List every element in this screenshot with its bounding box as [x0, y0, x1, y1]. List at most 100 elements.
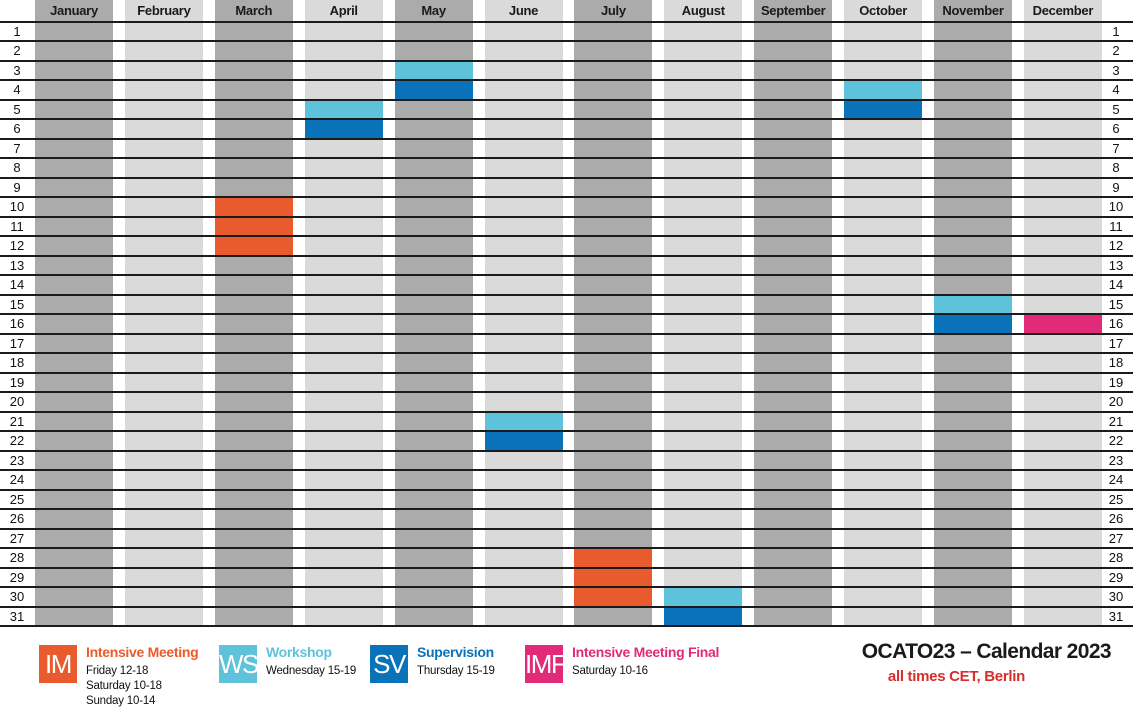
- event-supervision: [934, 314, 1012, 334]
- day-number-left: 11: [10, 218, 24, 234]
- legend-im-line: Sunday 10-14: [86, 695, 156, 707]
- month-header: June: [508, 3, 539, 18]
- day-number-left: 27: [9, 530, 25, 546]
- event-intensive-meeting: [214, 197, 293, 256]
- event-supervision: [664, 606, 743, 626]
- event-intensive-meeting-final: [1023, 314, 1102, 334]
- event-supervision: [844, 99, 923, 119]
- event-intensive-meeting: [574, 548, 653, 607]
- row-divider: [0, 274, 1133, 276]
- month-header: July: [600, 3, 626, 18]
- day-number-right: 6: [1112, 121, 1120, 136]
- day-number-right: 11: [1109, 218, 1123, 234]
- day-number-right: 5: [1112, 101, 1120, 117]
- row-divider: [0, 176, 1133, 179]
- day-number-left: 3: [13, 62, 21, 78]
- row-divider: [0, 235, 1133, 237]
- month-header: November: [942, 3, 1004, 18]
- event-workshop: [934, 294, 1012, 314]
- day-number-left: 26: [9, 511, 25, 526]
- row-divider: [0, 254, 1133, 257]
- month-header: March: [235, 3, 273, 18]
- legend-ws-line: Wednesday 15-19: [266, 665, 357, 677]
- day-number-right: 22: [1108, 433, 1124, 448]
- day-number-left: 2: [13, 43, 21, 58]
- legend-im-badge: IM: [39, 645, 77, 683]
- row-divider: [0, 293, 1133, 296]
- day-number-right: 3: [1112, 62, 1120, 78]
- legend-im-line: Friday 12-18: [86, 665, 149, 677]
- day-number-right: 24: [1108, 472, 1124, 487]
- event-supervision: [304, 119, 383, 139]
- row-divider: [0, 391, 1133, 393]
- calendar-grid: January February March April May June July Augu…: [0, 0, 1133, 627]
- day-number-left: 15: [9, 296, 25, 312]
- row-divider: [0, 196, 1133, 198]
- day-number-right: 29: [1108, 569, 1124, 585]
- day-number-right: 8: [1112, 160, 1120, 175]
- legend-imf-title: Intensive Meeting Final: [572, 644, 720, 660]
- month-header: October: [859, 3, 907, 18]
- row-divider: [0, 215, 1133, 218]
- event-workshop: [484, 411, 563, 431]
- row-divider: [0, 488, 1133, 491]
- day-number-left: 9: [13, 179, 21, 195]
- day-number-left: 16: [9, 316, 25, 331]
- row-divider: [0, 371, 1133, 374]
- legend-ws-title: Workshop: [266, 644, 332, 660]
- day-number-right: 26: [1108, 511, 1124, 526]
- legend-im-title: Intensive Meeting: [86, 644, 199, 660]
- day-number-left: 25: [9, 491, 25, 507]
- event-workshop: [844, 80, 923, 100]
- month-header: December: [1032, 3, 1094, 18]
- day-number-left: 21: [9, 413, 25, 429]
- row-divider: [0, 566, 1133, 569]
- row-divider: [0, 547, 1133, 549]
- day-number-right: 23: [1108, 452, 1124, 468]
- day-number-left: 30: [9, 589, 25, 604]
- day-number-right: 28: [1108, 550, 1124, 565]
- day-number-right: 27: [1108, 530, 1124, 546]
- day-number-right: 30: [1108, 589, 1124, 604]
- day-number-left: 10: [9, 199, 25, 214]
- day-number-right: 25: [1108, 491, 1124, 507]
- day-number-right: 17: [1108, 335, 1124, 351]
- day-number-left: 28: [9, 550, 25, 565]
- month-header: February: [137, 3, 191, 18]
- event-workshop: [664, 587, 743, 607]
- day-number-right: 12: [1108, 238, 1124, 253]
- day-number-left: 1: [13, 23, 21, 39]
- event-workshop: [394, 60, 473, 80]
- month-header: May: [421, 3, 446, 18]
- day-number-right: 21: [1108, 413, 1124, 429]
- row-divider: [0, 410, 1133, 413]
- day-number-left: 24: [9, 472, 25, 487]
- day-number-right: 31: [1108, 608, 1124, 624]
- day-number-left: 29: [9, 569, 25, 585]
- day-number-right: 14: [1108, 277, 1124, 292]
- day-number-right: 18: [1108, 355, 1124, 370]
- legend: IM Intensive Meeting Friday 12-18 Saturd…: [0, 628, 1133, 712]
- day-number-right: 2: [1112, 43, 1120, 58]
- row-divider: [0, 332, 1133, 335]
- legend-imf-badge: IMF: [525, 645, 567, 683]
- day-number-right: 4: [1112, 82, 1120, 97]
- event-workshop: [304, 99, 383, 119]
- day-number-right: 9: [1112, 179, 1120, 195]
- calendar-subtitle: all times CET, Berlin: [887, 668, 1025, 685]
- row-divider: [0, 527, 1133, 530]
- row-divider: [0, 137, 1133, 140]
- day-number-right: 1: [1112, 23, 1120, 39]
- day-number-left: 31: [9, 608, 25, 624]
- month-header: August: [681, 3, 725, 18]
- row-divider: [0, 157, 1133, 159]
- legend-imf-line: Saturday 10-16: [572, 665, 648, 677]
- row-divider: [0, 586, 1133, 588]
- day-number-left: 5: [13, 101, 21, 117]
- row-divider: [0, 40, 1133, 42]
- day-number-left: 23: [9, 452, 25, 468]
- row-divider: [0, 59, 1133, 62]
- row-divider: [0, 430, 1133, 432]
- day-number-left: 6: [13, 121, 21, 136]
- event-supervision: [394, 80, 473, 100]
